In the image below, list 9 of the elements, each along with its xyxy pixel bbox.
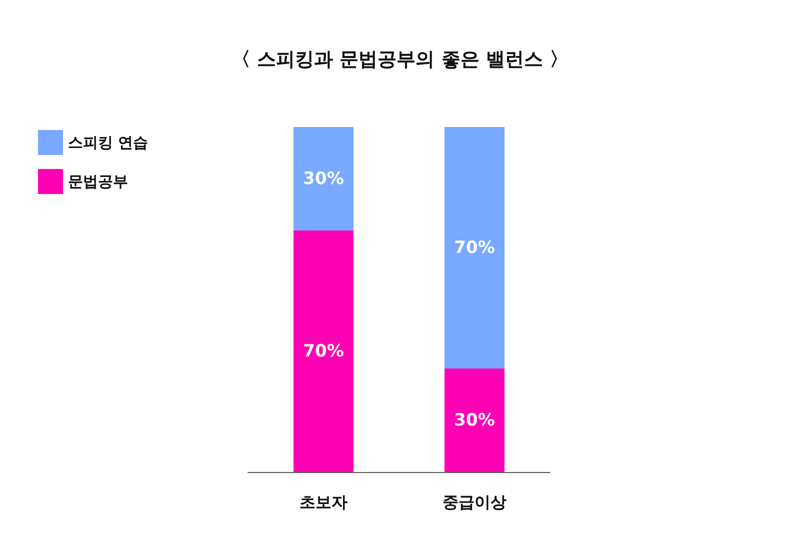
data-label: 70% (303, 341, 344, 362)
chart-title: 〈 스피킹과 문법공부의 좋은 밸런스 〉 (231, 48, 569, 70)
x-tick-label: 초보자 (300, 492, 348, 512)
data-label: 70% (454, 238, 495, 258)
data-label: 30% (303, 168, 344, 189)
data-label: 30% (454, 410, 495, 430)
x-tick-label: 중급이상 (442, 492, 506, 512)
legend-label: 스피킹 연습 (68, 134, 148, 152)
legend-label: 문법공부 (68, 172, 128, 190)
